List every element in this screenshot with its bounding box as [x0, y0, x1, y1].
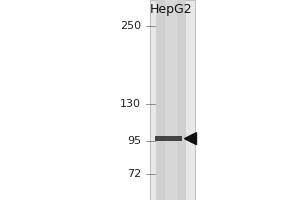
- Text: 130: 130: [120, 99, 141, 109]
- Bar: [150, 0, 195, 200]
- Bar: [156, 0, 186, 200]
- Bar: [154, 136, 182, 141]
- Polygon shape: [184, 133, 196, 145]
- Text: 72: 72: [127, 169, 141, 179]
- Text: 95: 95: [127, 136, 141, 146]
- Bar: [165, 0, 177, 200]
- Text: 250: 250: [120, 21, 141, 31]
- Text: HepG2: HepG2: [150, 3, 192, 16]
